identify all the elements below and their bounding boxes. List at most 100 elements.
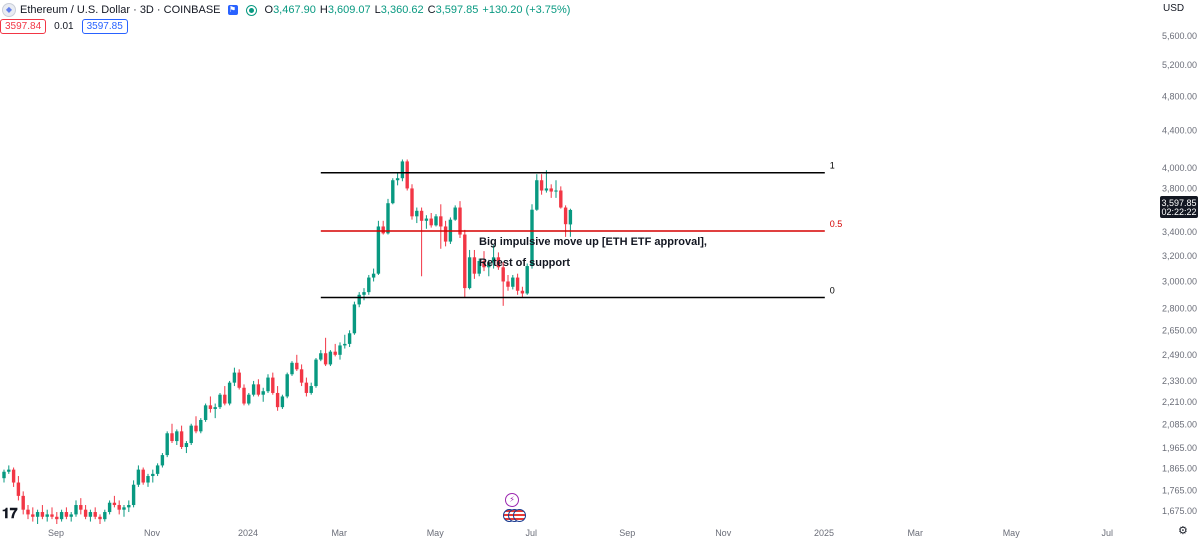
candle [280,394,285,409]
candle [189,423,193,446]
candle-body [424,218,429,221]
candle [415,207,419,224]
trade-buttons: 3597.84 0.01 3597.85 [0,19,128,34]
candle [530,204,534,269]
lightning-event-icon[interactable]: ⚡ [505,493,519,507]
candle [343,334,347,349]
candle-body [520,290,525,294]
sell-button[interactable]: 3597.84 [0,19,47,34]
candle [319,350,323,362]
candle [549,184,553,198]
candle-body [477,261,481,274]
candle [35,509,40,524]
x-tick-label: Sep [619,528,635,538]
candle [179,425,184,450]
candle [251,380,256,397]
y-tick-label: 5,600.00 [1162,31,1197,41]
candle-body [136,469,141,485]
candle [160,453,165,468]
candle-body [237,372,241,388]
candle [525,263,529,295]
tradingview-logo-icon[interactable]: 𝟏𝟕 [2,505,18,521]
flag-icon[interactable]: ⚑ [227,5,238,15]
candle [45,509,49,522]
candle-body [232,372,237,383]
candle-body [554,190,558,192]
candle-body [535,180,539,210]
candle [131,480,136,508]
candle-body [323,353,328,365]
fib-levels[interactable]: 10.50 [320,161,843,299]
candle [367,274,371,295]
candle [362,288,366,301]
level-label: 0 [830,286,835,296]
candle-body [352,304,357,334]
candle [223,386,227,406]
candle-body [103,512,107,520]
candle [26,505,30,520]
candle [50,507,54,520]
candle-body [223,394,227,404]
candle [491,245,496,269]
x-tick-label: Nov [144,528,161,538]
candle-body [45,514,49,517]
symbol-title[interactable]: Ethereum / U.S. Dollar · 3D · COINBASE [20,4,221,16]
candle-body [333,351,337,355]
y-tick-label: 3,000.00 [1162,276,1197,286]
price-axis[interactable]: 5,600.00 5,200.00 4,800.00 4,400.00 4,000.00… [1162,31,1197,516]
candle [122,505,126,517]
change-value: +130.20 (+3.75%) [482,4,571,16]
candle-body [35,512,40,517]
candle-body [381,226,385,234]
annotation-retest[interactable]: Retest of support [479,257,570,269]
candle-body [98,516,102,520]
candle [568,208,573,237]
ohlc-open-label: O [264,4,274,16]
candle-body [391,180,395,204]
candle-body [242,387,246,404]
candle-body [511,277,515,287]
candle [515,273,520,295]
annotations[interactable]: Big impulsive move up [ETH ETF approval]… [479,236,707,269]
y-tick-label: 2,800.00 [1162,304,1197,314]
candle-body [64,512,69,517]
ohlc-close-label: C [427,4,436,16]
candle [98,514,102,524]
candle-body [50,514,54,517]
candle-body [16,482,21,496]
candle [256,379,261,397]
candle [439,204,443,249]
candle-body [487,262,491,268]
annotation-etf[interactable]: Big impulsive move up [ETH ETF approval]… [479,236,707,248]
candle-body [203,405,208,420]
ethereum-logo-icon[interactable]: ◆ [2,3,16,17]
y-tick-label: 5,200.00 [1162,60,1197,70]
candle [386,198,390,235]
candle [376,220,381,275]
candle-body [213,407,217,409]
x-tick-label: 2024 [238,528,258,538]
candle-body [251,384,256,395]
candle-body [453,207,457,220]
candle [31,507,35,522]
candle-body [74,505,78,515]
candle-body [309,386,313,393]
us-flag-events-icon[interactable] [503,509,526,522]
candle-body [280,396,285,408]
settings-gear-icon[interactable]: ⚙ [1178,525,1188,537]
currency-selector[interactable]: USD [1163,3,1185,14]
candle-body [405,161,409,189]
candle [424,215,429,229]
candle [275,386,280,411]
candle [410,184,414,220]
candle-body [371,273,376,278]
candle [511,274,515,290]
candle [227,380,232,406]
market-status-icon[interactable] [245,4,257,16]
candle [2,469,6,483]
buy-button[interactable]: 3597.85 [81,19,128,34]
time-axis[interactable]: Sep Nov 2024 Mar May Jul Sep Nov 2025 Mar May Jul [48,528,1113,538]
spread-value: 0.01 [54,21,74,32]
candle-body [127,505,131,508]
